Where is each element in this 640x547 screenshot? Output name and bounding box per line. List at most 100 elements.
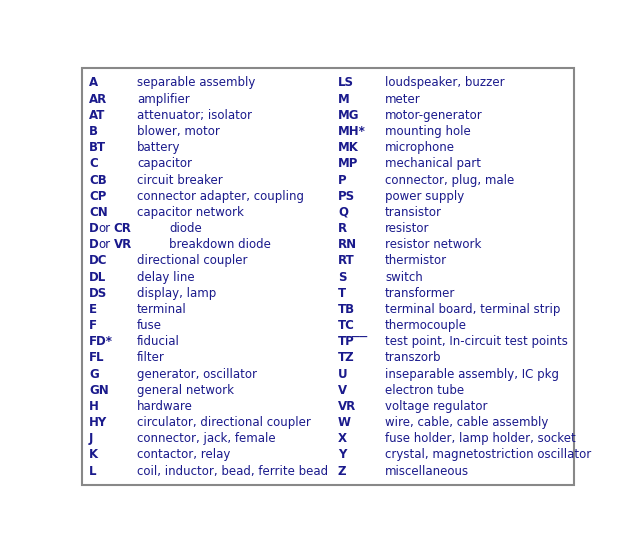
Text: ――: ―― bbox=[352, 333, 367, 342]
Text: hardware: hardware bbox=[137, 400, 193, 413]
Text: microphone: microphone bbox=[385, 141, 455, 154]
Text: fuse: fuse bbox=[137, 319, 162, 332]
Text: blower, motor: blower, motor bbox=[137, 125, 220, 138]
Text: attenuator; isolator: attenuator; isolator bbox=[137, 109, 252, 122]
Text: E: E bbox=[89, 303, 97, 316]
Text: J: J bbox=[89, 432, 93, 445]
Text: breakdown diode: breakdown diode bbox=[169, 238, 271, 251]
Text: HY: HY bbox=[89, 416, 107, 429]
Text: Z: Z bbox=[338, 464, 346, 478]
Text: coil, inductor, bead, ferrite bead: coil, inductor, bead, ferrite bead bbox=[137, 464, 328, 478]
FancyBboxPatch shape bbox=[83, 68, 573, 485]
Text: CN: CN bbox=[89, 206, 108, 219]
Text: amplifier: amplifier bbox=[137, 92, 190, 106]
Text: A: A bbox=[89, 77, 98, 90]
Text: general network: general network bbox=[137, 384, 234, 397]
Text: VR: VR bbox=[338, 400, 356, 413]
Text: FL: FL bbox=[89, 351, 104, 364]
Text: voltage regulator: voltage regulator bbox=[385, 400, 488, 413]
Text: or: or bbox=[99, 238, 111, 251]
Text: terminal: terminal bbox=[137, 303, 187, 316]
Text: capacitor: capacitor bbox=[137, 158, 192, 170]
Text: thermocouple: thermocouple bbox=[385, 319, 467, 332]
Text: BT: BT bbox=[89, 141, 106, 154]
Text: power supply: power supply bbox=[385, 190, 464, 203]
Text: H: H bbox=[89, 400, 99, 413]
Text: miscellaneous: miscellaneous bbox=[385, 464, 469, 478]
Text: V: V bbox=[338, 384, 347, 397]
Text: inseparable assembly, IC pkg: inseparable assembly, IC pkg bbox=[385, 368, 559, 381]
Text: RN: RN bbox=[338, 238, 357, 251]
Text: DS: DS bbox=[89, 287, 107, 300]
Text: GN: GN bbox=[89, 384, 109, 397]
Text: fuse holder, lamp holder, socket: fuse holder, lamp holder, socket bbox=[385, 432, 576, 445]
Text: CR: CR bbox=[114, 222, 132, 235]
Text: delay line: delay line bbox=[137, 271, 195, 283]
Text: P: P bbox=[338, 173, 346, 187]
Text: AT: AT bbox=[89, 109, 106, 122]
Text: G: G bbox=[89, 368, 99, 381]
Text: MP: MP bbox=[338, 158, 358, 170]
Text: display, lamp: display, lamp bbox=[137, 287, 216, 300]
Text: M: M bbox=[338, 92, 349, 106]
Text: F: F bbox=[89, 319, 97, 332]
Text: TZ: TZ bbox=[338, 351, 355, 364]
Text: circuit breaker: circuit breaker bbox=[137, 173, 223, 187]
Text: test point, In-circuit test points: test point, In-circuit test points bbox=[385, 335, 568, 348]
Text: contactor, relay: contactor, relay bbox=[137, 449, 230, 462]
Text: mechanical part: mechanical part bbox=[385, 158, 481, 170]
Text: connector adapter, coupling: connector adapter, coupling bbox=[137, 190, 304, 203]
Text: B: B bbox=[89, 125, 98, 138]
Text: VR: VR bbox=[114, 238, 132, 251]
Text: wire, cable, cable assembly: wire, cable, cable assembly bbox=[385, 416, 548, 429]
Text: mounting hole: mounting hole bbox=[385, 125, 471, 138]
Text: circulator, directional coupler: circulator, directional coupler bbox=[137, 416, 311, 429]
Text: motor-generator: motor-generator bbox=[385, 109, 483, 122]
Text: Q: Q bbox=[338, 206, 348, 219]
Text: K: K bbox=[89, 449, 98, 462]
Text: meter: meter bbox=[385, 92, 420, 106]
Text: D: D bbox=[89, 238, 99, 251]
Text: capacitor network: capacitor network bbox=[137, 206, 244, 219]
Text: DL: DL bbox=[89, 271, 106, 283]
Text: directional coupler: directional coupler bbox=[137, 254, 248, 267]
Text: battery: battery bbox=[137, 141, 180, 154]
Text: separable assembly: separable assembly bbox=[137, 77, 255, 90]
Text: L: L bbox=[89, 464, 97, 478]
Text: resistor: resistor bbox=[385, 222, 429, 235]
Text: AR: AR bbox=[89, 92, 107, 106]
Text: transformer: transformer bbox=[385, 287, 456, 300]
Text: DC: DC bbox=[89, 254, 108, 267]
Text: switch: switch bbox=[385, 271, 423, 283]
Text: RT: RT bbox=[338, 254, 355, 267]
Text: MH*: MH* bbox=[338, 125, 366, 138]
Text: PS: PS bbox=[338, 190, 355, 203]
Text: U: U bbox=[338, 368, 348, 381]
Text: S: S bbox=[338, 271, 346, 283]
Text: connector, jack, female: connector, jack, female bbox=[137, 432, 276, 445]
Text: CP: CP bbox=[89, 190, 106, 203]
Text: connector, plug, male: connector, plug, male bbox=[385, 173, 515, 187]
Text: diode: diode bbox=[169, 222, 202, 235]
Text: resistor network: resistor network bbox=[385, 238, 481, 251]
Text: D: D bbox=[89, 222, 99, 235]
Text: Y: Y bbox=[338, 449, 346, 462]
Text: filter: filter bbox=[137, 351, 165, 364]
Text: thermistor: thermistor bbox=[385, 254, 447, 267]
Text: MK: MK bbox=[338, 141, 359, 154]
Text: R: R bbox=[338, 222, 347, 235]
Text: FD*: FD* bbox=[89, 335, 113, 348]
Text: W: W bbox=[338, 416, 351, 429]
Text: crystal, magnetostriction oscillator: crystal, magnetostriction oscillator bbox=[385, 449, 591, 462]
Text: T: T bbox=[338, 287, 346, 300]
Text: generator, oscillator: generator, oscillator bbox=[137, 368, 257, 381]
Text: TP: TP bbox=[338, 335, 355, 348]
Text: transistor: transistor bbox=[385, 206, 442, 219]
Text: transzorb: transzorb bbox=[385, 351, 442, 364]
Text: fiducial: fiducial bbox=[137, 335, 180, 348]
Text: CB: CB bbox=[89, 173, 107, 187]
Text: loudspeaker, buzzer: loudspeaker, buzzer bbox=[385, 77, 505, 90]
Text: terminal board, terminal strip: terminal board, terminal strip bbox=[385, 303, 561, 316]
Text: electron tube: electron tube bbox=[385, 384, 464, 397]
Text: TC: TC bbox=[338, 319, 355, 332]
